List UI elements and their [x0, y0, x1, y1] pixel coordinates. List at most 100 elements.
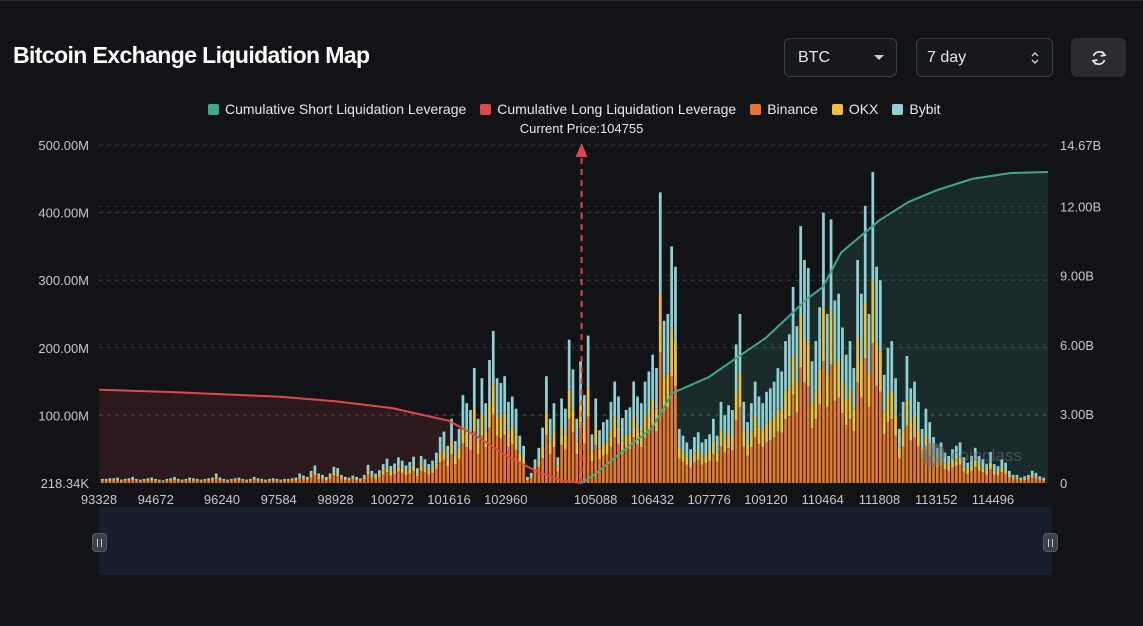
y-left-tick-label: 300.00M: [38, 273, 89, 288]
bar-binance: [844, 425, 848, 483]
bar-binance: [579, 428, 582, 483]
bar-okx: [814, 390, 818, 420]
legend-swatch: [208, 103, 219, 115]
navigator-left-handle[interactable]: [92, 533, 107, 552]
bar-okx: [810, 403, 814, 429]
bar-bybit: [321, 474, 324, 478]
bar-okx: [184, 480, 188, 482]
bar-bybit: [138, 479, 142, 481]
bar-okx: [302, 478, 305, 480]
bar-bybit: [146, 478, 150, 480]
bar-binance: [852, 431, 856, 483]
bar-okx: [275, 480, 279, 482]
bar-binance: [374, 478, 377, 483]
range-navigator[interactable]: [99, 507, 1052, 575]
bar-binance: [787, 416, 791, 483]
symbol-select[interactable]: BTC: [784, 38, 897, 77]
bar-bybit: [336, 468, 340, 474]
bar-okx: [359, 479, 362, 481]
bar-binance: [480, 435, 484, 483]
bar-okx: [476, 441, 480, 455]
bar-binance: [860, 397, 863, 483]
bar-okx: [321, 477, 324, 480]
bar-bybit: [438, 437, 442, 454]
bar-bybit: [526, 476, 529, 480]
bar-bybit: [620, 418, 624, 441]
navigator-right-handle[interactable]: [1043, 533, 1058, 552]
legend-item-okx[interactable]: OKX: [831, 101, 878, 117]
legend-item-bybit[interactable]: Bybit: [892, 101, 941, 117]
bar-okx: [582, 425, 586, 444]
bar-binance: [951, 467, 954, 483]
bar-binance: [666, 406, 670, 483]
bar-binance: [962, 471, 966, 483]
legend-item-long-cumulative[interactable]: Cumulative Long Liquidation Leverage: [480, 101, 736, 117]
bar-okx: [803, 337, 806, 383]
bar-binance: [184, 481, 188, 483]
bar-binance: [537, 467, 541, 483]
legend-label: Cumulative Long Liquidation Leverage: [497, 101, 737, 117]
grip-icon: [97, 538, 102, 547]
bar-okx: [647, 410, 651, 433]
bar-bybit: [624, 409, 628, 436]
bar-okx: [541, 446, 544, 459]
refresh-button[interactable]: [1071, 38, 1126, 77]
legend-item-binance[interactable]: Binance: [750, 101, 818, 117]
bar-bybit: [423, 459, 427, 468]
bar-binance: [180, 481, 184, 483]
bar-okx: [780, 410, 784, 433]
bar-bybit: [886, 347, 890, 396]
bar-bybit: [203, 478, 207, 481]
bar-bybit: [533, 459, 537, 468]
bar-okx: [393, 470, 396, 475]
bar-bybit: [814, 341, 818, 391]
bar-binance: [670, 376, 674, 483]
bar-bybit: [431, 460, 434, 469]
bar-okx: [715, 452, 719, 462]
bar-okx: [947, 465, 951, 471]
bar-binance: [920, 458, 924, 483]
bar-binance: [700, 464, 704, 483]
legend-item-short-cumulative[interactable]: Cumulative Short Liquidation Leverage: [208, 101, 466, 117]
bar-okx: [643, 417, 647, 438]
bar-binance: [1034, 478, 1038, 483]
bar-bybit: [488, 359, 491, 404]
bar-binance: [472, 431, 476, 483]
symbol-select-value: BTC: [798, 48, 830, 66]
bar-binance: [317, 478, 321, 483]
bar-binance: [753, 437, 757, 483]
bar-binance: [237, 480, 241, 483]
bar-okx: [370, 475, 374, 478]
bar-okx: [503, 413, 507, 435]
bar-okx: [791, 355, 795, 395]
bar-okx: [154, 480, 157, 482]
bar-okx: [404, 471, 408, 476]
bar-binance: [966, 473, 970, 483]
bar-bybit: [476, 418, 480, 442]
bar-binance: [465, 447, 469, 483]
bar-binance: [256, 480, 260, 483]
bar-binance: [351, 479, 355, 483]
bar-binance: [355, 480, 359, 483]
range-select[interactable]: 7 day: [916, 38, 1053, 77]
current-price-label: Current Price:104755: [520, 121, 644, 136]
bar-bybit: [252, 476, 256, 480]
bar-okx: [734, 392, 738, 421]
bar-okx: [400, 468, 404, 473]
bar-bybit: [290, 478, 294, 480]
bar-okx: [746, 443, 749, 456]
y-left-tick-label: 500.00M: [38, 138, 89, 153]
bar-okx: [890, 390, 894, 420]
bar-bybit: [359, 478, 362, 480]
bar-binance: [434, 469, 438, 483]
bar-okx: [108, 479, 112, 481]
bar-binance: [203, 481, 207, 483]
bar-okx: [742, 430, 746, 447]
bar-okx: [757, 426, 761, 445]
bar-binance: [894, 435, 897, 483]
bar-bybit: [1008, 470, 1011, 476]
bar-bybit: [1015, 474, 1019, 478]
y-left-tick-label: 200.00M: [38, 341, 89, 356]
x-tick-label: 102960: [484, 492, 527, 507]
bar-bybit: [469, 409, 472, 436]
